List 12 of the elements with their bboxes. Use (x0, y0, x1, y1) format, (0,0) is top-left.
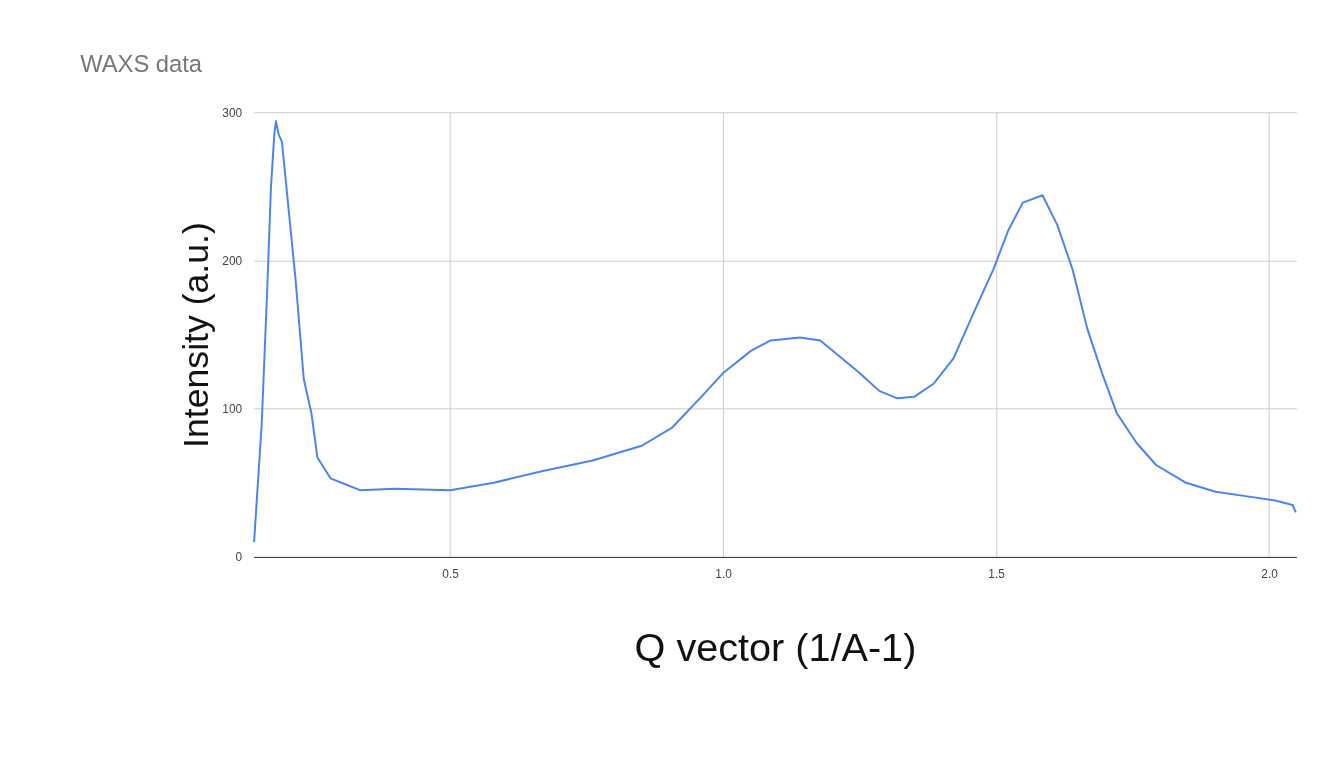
x-tick-label: 2.0 (1261, 567, 1279, 582)
line-series (253, 120, 1297, 544)
y-axis-title: Intensity (a.u.) (176, 222, 217, 448)
x-axis-title: Q vector (1/A-1) (634, 625, 917, 670)
x-tick-label: 0.5 (442, 567, 460, 582)
y-tick-label: 200 (222, 253, 243, 268)
y-tick-label: 300 (222, 105, 243, 120)
chart-title: WAXS data (80, 49, 203, 77)
x-tick-label: 1.5 (988, 567, 1006, 582)
y-tick-label: 0 (235, 550, 243, 565)
y-tick-label: 100 (222, 402, 243, 417)
x-tick-label: 1.0 (715, 567, 733, 582)
